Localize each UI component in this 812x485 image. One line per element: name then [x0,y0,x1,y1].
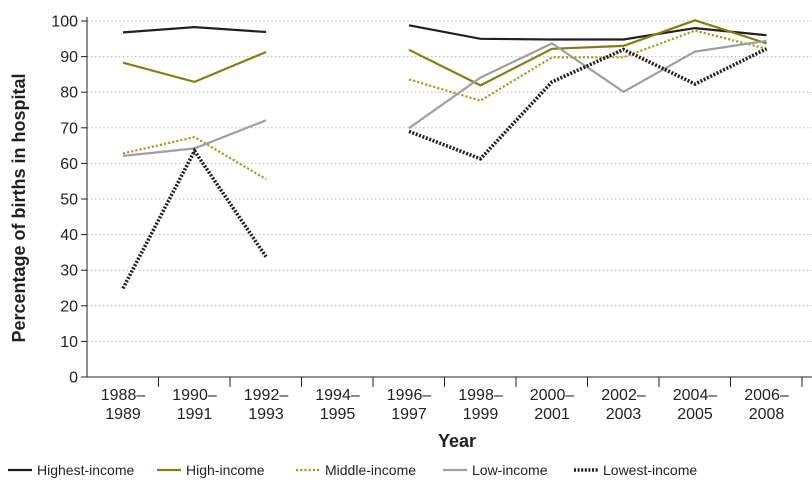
y-tick-label: 100 [51,14,78,31]
x-tick-label: 1994– 1995 [315,387,360,423]
x-tick-label: 2000– 2001 [530,387,575,423]
x-tick-label: 1990– 1991 [172,387,217,423]
y-tick-label: 70 [60,120,78,137]
y-tick-label: 30 [60,263,78,280]
y-tick-label: 90 [60,49,78,66]
x-tick-label: 2006– 2008 [744,387,789,423]
grid-lines [87,20,812,342]
series-line [408,47,768,161]
x-tick-label: 2002– 2003 [601,387,646,423]
y-tick-label: 40 [60,227,78,244]
axes: 0 10 20 30 40 50 60 70 80 90 100 1988– 1989 1990– 1991… [51,14,812,423]
x-axis-title: Year [438,431,476,451]
series-line [408,19,767,87]
series-line [408,39,767,130]
x-tick-label: 1998– 1999 [458,387,503,423]
y-tick-label: 20 [60,298,78,315]
legend: Highest-income High-income Middle-income Lo… [8,462,697,478]
y-tick-label: 0 [69,370,78,387]
x-tick-label: 1988– 1989 [101,387,146,423]
legend-label: High-income [186,462,265,478]
x-tick-label: 2004– 2005 [673,387,718,423]
y-axis-title: Percentage of births in hospital [9,73,29,342]
legend-label: Low-income [472,462,548,478]
y-tick-label: 80 [60,85,78,102]
series-line [408,29,767,102]
x-tick-label: 1996– 1997 [387,387,432,423]
series-line [122,25,267,34]
series-line [122,50,267,84]
legend-label: Middle-income [325,462,416,478]
y-tick-label: 60 [60,156,78,173]
legend-label: Lowest-income [603,462,697,478]
legend-label: Highest-income [37,462,134,478]
series-lines [121,19,768,290]
y-tick-label: 50 [60,192,78,209]
x-tick-label: 1992– 1993 [244,387,289,423]
series-line [408,24,767,41]
series-line [121,147,268,290]
y-tick-label: 10 [60,334,78,351]
series-line [122,135,267,181]
